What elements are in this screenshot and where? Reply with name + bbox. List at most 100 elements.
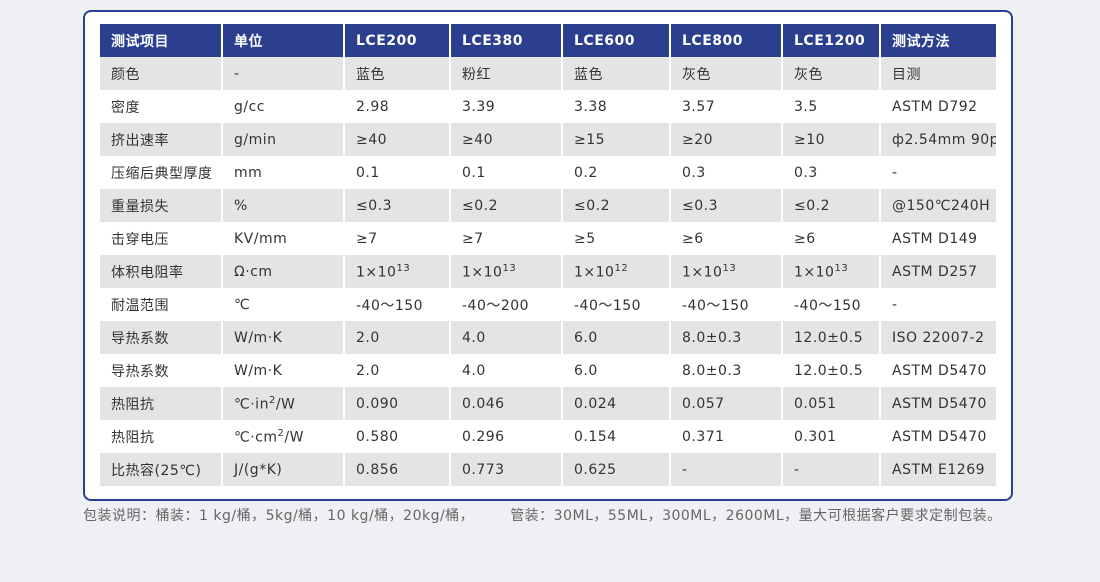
table-cell: ASTM D792 xyxy=(880,90,998,123)
table-row: 击穿电压 KV/mm ≥7 ≥7 ≥5 ≥6 ≥6 ASTM D149 xyxy=(100,222,998,255)
header-cell: LCE380 xyxy=(450,24,563,57)
table-row: 密度 g/cc 2.98 3.39 3.38 3.57 3.5 ASTM D792 xyxy=(100,90,998,123)
table-cell: ASTM D5470 xyxy=(880,420,998,453)
cell-text: 1×10 xyxy=(794,264,835,281)
table-cell: 0.301 xyxy=(782,420,881,453)
table-cell: W/m·K xyxy=(222,354,345,387)
cell-text: 1×10 xyxy=(356,264,397,281)
table-cell: 2.0 xyxy=(344,321,451,354)
table-cell: - xyxy=(670,453,783,486)
table-cell: 压缩后典型厚度 xyxy=(100,156,223,189)
footnote-text: 管装：30ML，55ML，300ML，2600ML，量大可根据客户要求定制包装。 xyxy=(510,508,1002,524)
table-cell: 导热系数 xyxy=(100,354,223,387)
header-cell: LCE800 xyxy=(670,24,783,57)
table-cell: 颜色 xyxy=(100,57,223,90)
table-cell: 8.0±0.3 xyxy=(670,354,783,387)
table-cell: -40～150 xyxy=(670,288,783,321)
table-cell: J/(g*K) xyxy=(222,453,345,486)
table-cell: 蓝色 xyxy=(562,57,671,90)
cell-text: ℃·cm xyxy=(234,429,278,446)
table-cell: % xyxy=(222,189,345,222)
table-cell: 挤出速率 xyxy=(100,123,223,156)
table-cell: ASTM E1269 xyxy=(880,453,998,486)
table-cell: 3.5 xyxy=(782,90,881,123)
table-cell: ≥20 xyxy=(670,123,783,156)
table-row: 压缩后典型厚度 mm 0.1 0.1 0.2 0.3 0.3- xyxy=(100,156,998,189)
table-cell: g/min xyxy=(222,123,345,156)
table-cell: 1×1013 xyxy=(450,255,563,288)
table-cell: ф2.54mm 90psi xyxy=(880,123,998,156)
footnote-text: 包装说明：桶装：1 kg/桶，5kg/桶，10 kg/桶，20kg/桶， xyxy=(83,508,475,524)
table-cell: ASTM D257 xyxy=(880,255,998,288)
superscript: 2 xyxy=(268,394,276,406)
table-cell: 0.773 xyxy=(450,453,563,486)
superscript: 13 xyxy=(502,262,517,274)
table-cell: 耐温范围 xyxy=(100,288,223,321)
table-cell: 4.0 xyxy=(450,321,563,354)
header-cell: LCE600 xyxy=(562,24,671,57)
table-cell: 6.0 xyxy=(562,321,671,354)
table-cell: 6.0 xyxy=(562,354,671,387)
table-row: 重量损失% ≤0.3 ≤0.2 ≤0.2 ≤0.3 ≤0.2 @150℃240H xyxy=(100,189,998,222)
table-cell: ASTM D149 xyxy=(880,222,998,255)
table-cell: 热阻抗 xyxy=(100,387,223,420)
cell-text: /W xyxy=(284,429,304,446)
table-cell: 0.625 xyxy=(562,453,671,486)
footnote: 包装说明：桶装：1 kg/桶，5kg/桶，10 kg/桶，20kg/桶， 管装：3… xyxy=(83,507,1018,525)
table-cell: ≥5 xyxy=(562,222,671,255)
table-cell: -40～150 xyxy=(344,288,451,321)
table-cell: 1×1012 xyxy=(562,255,671,288)
header-cell: LCE1200 xyxy=(782,24,881,57)
table-cell: ≥6 xyxy=(782,222,881,255)
table-cell: ≥40 xyxy=(344,123,451,156)
table-cell: 8.0±0.3 xyxy=(670,321,783,354)
table-cell: 重量损失 xyxy=(100,189,223,222)
table-cell: - xyxy=(880,288,998,321)
table-cell: 导热系数 xyxy=(100,321,223,354)
table-cell: KV/mm xyxy=(222,222,345,255)
table-cell: @150℃240H xyxy=(880,189,998,222)
table-cell: 4.0 xyxy=(450,354,563,387)
table-cell: ℃ xyxy=(222,288,345,321)
table-cell: 1×1013 xyxy=(344,255,451,288)
table-cell: 0.057 xyxy=(670,387,783,420)
header-cell: LCE200 xyxy=(344,24,451,57)
table-cell: ≥15 xyxy=(562,123,671,156)
table-cell: ≤0.3 xyxy=(670,189,783,222)
table-cell: -40～150 xyxy=(782,288,881,321)
cell-text: 1×10 xyxy=(574,264,615,281)
table-cell: ℃·cm2/W xyxy=(222,420,345,453)
table-cell: 12.0±0.5 xyxy=(782,321,881,354)
cell-text: /W xyxy=(275,396,296,413)
table-cell: 0.371 xyxy=(670,420,783,453)
table-cell: 蓝色 xyxy=(344,57,451,90)
table-cell: 击穿电压 xyxy=(100,222,223,255)
table-cell: - xyxy=(880,156,998,189)
table-cell: ≤0.2 xyxy=(782,189,881,222)
table-cell: 3.38 xyxy=(562,90,671,123)
table-cell: ≥7 xyxy=(450,222,563,255)
table-cell: 灰色 xyxy=(782,57,881,90)
table-cell: 0.154 xyxy=(562,420,671,453)
table-cell: 密度 xyxy=(100,90,223,123)
table-cell: ℃·in2/W xyxy=(222,387,345,420)
table-row: 耐温范围 ℃ -40～150 -40～200 -40～150 -40～150 -40～150… xyxy=(100,288,998,321)
table-cell: 0.024 xyxy=(562,387,671,420)
header-cell: 单位 xyxy=(222,24,345,57)
cell-text: 1×10 xyxy=(462,264,503,281)
table-cell: ≤0.3 xyxy=(344,189,451,222)
table-cell: ≥40 xyxy=(450,123,563,156)
header-cell: 测试项目 xyxy=(100,24,223,57)
table-cell: -40～200 xyxy=(450,288,563,321)
table-row: 热阻抗 ℃·cm2/W 0.580 0.296 0.154 0.371 0.301 ASTM … xyxy=(100,420,998,453)
table-row: 热阻抗 ℃·in2/W 0.090 0.046 0.024 0.057 0.051 ASTM … xyxy=(100,387,998,420)
table-cell: g/cc xyxy=(222,90,345,123)
table-cell: ≥6 xyxy=(670,222,783,255)
table-cell: 0.090 xyxy=(344,387,451,420)
table-cell: 热阻抗 xyxy=(100,420,223,453)
table-cell: 12.0±0.5 xyxy=(782,354,881,387)
table-cell: 0.856 xyxy=(344,453,451,486)
table-row: 导热系数 W/m·K 2.0 4.0 6.0 8.0±0.3 12.0±0.5 ASTM D5… xyxy=(100,354,998,387)
